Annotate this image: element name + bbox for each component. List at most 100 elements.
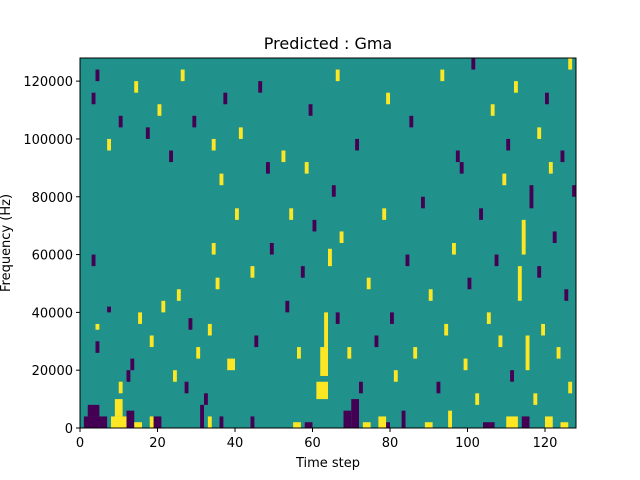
heatmap-cell	[366, 277, 371, 290]
heatmap-cell	[114, 399, 123, 417]
heatmap-cell	[359, 381, 363, 394]
heatmap-cell	[107, 306, 111, 313]
y-tick-label: 40000	[32, 306, 73, 321]
x-tick-label: 60	[304, 436, 321, 451]
heatmap-cell	[572, 185, 576, 197]
y-tick-label: 100000	[23, 133, 73, 148]
heatmap-cell	[335, 312, 340, 324]
heatmap-cell	[95, 323, 100, 330]
heatmap-cell	[405, 254, 410, 267]
heatmap-cell	[250, 416, 255, 428]
x-tick-label: 100	[455, 436, 480, 451]
heatmap-cell	[541, 323, 545, 336]
heatmap-cell	[382, 208, 387, 220]
heatmap-cell	[483, 422, 495, 428]
heatmap-cell	[180, 69, 185, 82]
heatmap-cell	[188, 318, 193, 330]
heatmap-cell	[107, 138, 111, 151]
heatmap-cell	[525, 335, 530, 371]
heatmap-cell	[87, 404, 100, 417]
heatmap-cell	[343, 410, 352, 428]
heatmap-cell	[545, 92, 549, 105]
x-tick-label: 80	[382, 436, 399, 451]
heatmap-cell	[157, 104, 162, 116]
heatmap-cells	[83, 58, 576, 428]
heatmap-cell	[568, 58, 573, 70]
heatmap-cell	[169, 150, 173, 163]
heatmap-cell	[95, 69, 100, 82]
heatmap-cell	[533, 393, 538, 405]
x-tick-label: 20	[149, 436, 166, 451]
heatmap-cell	[83, 416, 108, 428]
heatmap-cell	[95, 341, 100, 353]
heatmap-cell	[149, 335, 154, 348]
heatmap-cell	[440, 69, 445, 82]
heatmap-cell	[118, 381, 123, 394]
heatmap-cell	[269, 243, 274, 255]
heatmap-cell	[560, 422, 569, 428]
heatmap-cell	[560, 150, 565, 163]
heatmap-cell	[204, 393, 208, 405]
heatmap-cell	[130, 358, 135, 371]
heatmap-cell	[126, 410, 135, 428]
heatmap-cell	[517, 266, 522, 301]
heatmap-cell	[521, 219, 526, 255]
heatmap-cell	[510, 370, 514, 382]
heatmap-cell	[238, 127, 243, 139]
heatmap-cell	[153, 416, 162, 428]
heatmap-cell	[91, 254, 96, 267]
plot-area	[80, 58, 576, 428]
heatmap-cell	[281, 150, 286, 163]
heatmap-cell	[436, 381, 441, 394]
x-axis: 0 20 40 60 80 100 120	[76, 428, 558, 451]
heatmap-cell	[250, 266, 255, 278]
heatmap-cell	[545, 416, 553, 428]
heatmap-cell	[455, 150, 460, 163]
heatmap-cell	[529, 185, 534, 209]
heatmap-cell	[390, 312, 394, 324]
heatmap-cell	[126, 370, 131, 382]
heatmap-cell	[393, 370, 398, 382]
heatmap-cell	[552, 231, 557, 243]
heatmap-cell	[211, 138, 216, 151]
heatmap-cell	[347, 347, 352, 359]
heatmap-cell	[537, 266, 542, 278]
heatmap-cell	[161, 300, 166, 313]
heatmap-cell	[227, 358, 235, 371]
heatmap-cell	[316, 381, 328, 400]
x-tick-label: 120	[533, 436, 558, 451]
y-tick-label: 60000	[32, 249, 73, 264]
heatmap-cell	[401, 410, 406, 428]
x-tick-label: 0	[76, 436, 84, 451]
heatmap-cell	[192, 115, 197, 128]
y-tick-label: 0	[65, 422, 73, 437]
heatmap-cell	[339, 231, 344, 243]
heatmap-cell	[145, 127, 150, 139]
heatmap-cell	[335, 69, 340, 82]
x-tick-label: 40	[227, 436, 244, 451]
heatmap-cell	[506, 138, 511, 151]
y-tick-label: 80000	[32, 191, 73, 206]
heatmap-cell	[223, 92, 228, 105]
heatmap-cell	[111, 416, 127, 428]
heatmap-cell	[452, 243, 456, 255]
heatmap-cell	[331, 185, 336, 197]
heatmap-cell	[184, 381, 189, 394]
heatmap-cell	[297, 347, 301, 359]
heatmap-cell	[134, 81, 139, 93]
heatmap-cell	[471, 58, 476, 70]
x-axis-label: Time step	[295, 456, 360, 471]
heatmap-cell	[351, 399, 359, 428]
heatmap-cell	[173, 370, 177, 382]
heatmap-cell	[219, 173, 224, 186]
heatmap-cell	[285, 300, 290, 313]
heatmap-cell	[355, 138, 359, 151]
heatmap-cell	[304, 422, 313, 428]
heatmap-cell	[448, 410, 452, 428]
y-axis: 0 20000 40000 60000 80000 100000 120000	[23, 75, 80, 437]
heatmap-cell	[564, 289, 569, 301]
heatmap-cell	[207, 416, 212, 428]
heatmap-cell	[502, 173, 507, 186]
heatmap-cell	[266, 162, 270, 174]
